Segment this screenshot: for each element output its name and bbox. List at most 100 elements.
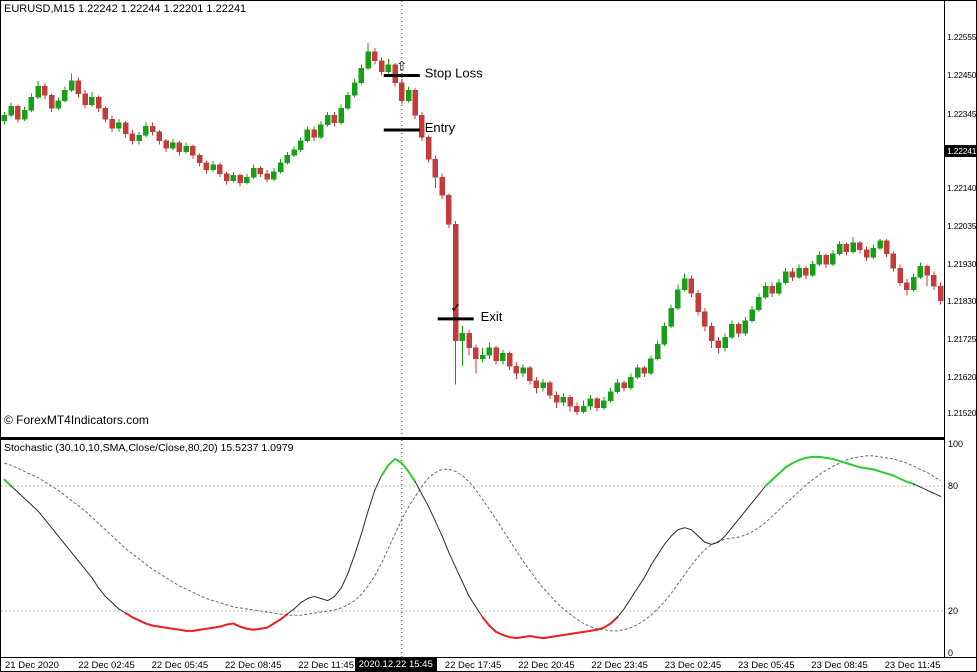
price-axis[interactable]: 1.22241 1.22555 1.22450 1.22345 1.22140 1.22… — [944, 1, 977, 658]
candle-body — [55, 100, 62, 109]
candle-body — [42, 86, 48, 96]
crosshair-time-badge: 2020.12.22 15:45 — [354, 658, 437, 671]
stochastic-main-line — [650, 554, 659, 566]
price-axis-label: 1.22345 — [947, 108, 977, 119]
candle-body — [405, 89, 412, 102]
stochastic-main-line — [677, 527, 686, 531]
candle-body — [796, 267, 802, 278]
stochastic-main-line — [98, 587, 106, 597]
stochastic-main-line — [831, 457, 841, 463]
stochastic-main-line — [104, 595, 113, 604]
stochastic-panel[interactable]: Stochastic (30,10,10,SMA,Close/Close,80,… — [1, 440, 944, 657]
stochastic-main-line — [637, 577, 645, 589]
panel-separator[interactable] — [1, 437, 976, 440]
candle-body — [116, 122, 122, 129]
stochastic-main-line — [684, 527, 692, 531]
stochastic-main-line — [711, 541, 719, 545]
candle-body — [560, 396, 567, 403]
candle-body — [156, 131, 163, 142]
stochastic-indicator-label: Stochastic (30,10,10,SMA,Close/Close,80,… — [4, 442, 294, 454]
stoch-axis-label: 0 — [948, 647, 954, 658]
stochastic-main-line — [495, 630, 504, 636]
candle-body — [540, 382, 546, 389]
stochastic-main-line — [555, 633, 565, 638]
stochastic-main-line — [191, 628, 201, 632]
candle-body — [904, 282, 910, 291]
candle-body — [217, 164, 223, 174]
stochastic-main-line — [933, 492, 942, 497]
candle-body — [863, 249, 870, 258]
stochastic-main-line — [724, 527, 733, 537]
candle-body — [654, 344, 661, 360]
stochastic-main-line — [575, 630, 585, 634]
candle-body — [304, 129, 311, 142]
candle-body — [230, 175, 237, 182]
candle-body — [553, 394, 560, 403]
candle-body — [176, 142, 183, 153]
candle-body — [479, 355, 486, 360]
time-axis-label: 23 Dec 11:45 — [884, 660, 941, 671]
up-arrow-icon[interactable]: ⇧ — [396, 58, 407, 73]
entry-label[interactable]: Entry — [425, 120, 456, 135]
candle-body — [870, 247, 877, 258]
candle-body — [149, 126, 156, 133]
stochastic-main-line — [266, 622, 275, 629]
stochastic-main-line — [804, 455, 814, 459]
stochastic-main-line — [744, 502, 753, 512]
candle-body — [735, 324, 742, 334]
stochastic-main-line — [905, 480, 915, 485]
candle-body — [513, 365, 520, 374]
stochastic-main-line — [522, 635, 531, 639]
stochastic-main-line — [798, 456, 807, 461]
stochastic-main-line — [764, 478, 774, 488]
exit-label[interactable]: Exit — [481, 309, 503, 324]
time-axis[interactable]: 2020.12.22 15:45 21 Dec 2020 22 Dec 02:45… — [1, 658, 976, 671]
stochastic-main-line — [892, 474, 902, 480]
stochastic-main-line — [3, 478, 13, 488]
stochastic-chart[interactable] — [1, 440, 944, 657]
stochastic-main-line — [441, 535, 450, 554]
candle-body — [372, 51, 378, 62]
stochastic-main-line — [360, 510, 369, 535]
candle-body — [62, 89, 68, 102]
candle-body — [210, 164, 216, 171]
candle-body — [776, 282, 782, 294]
current-price-badge: 1.22241 — [945, 145, 977, 158]
main-price-chart[interactable]: ⇧ ✓ Stop Loss Entry Exit — [1, 1, 944, 437]
check-icon[interactable]: ✓ — [450, 300, 461, 315]
stochastic-main-line — [394, 457, 403, 465]
candle-body — [129, 133, 136, 142]
stop-loss-label[interactable]: Stop Loss — [425, 65, 483, 80]
candle-body — [257, 167, 264, 174]
stochastic-main-line — [758, 485, 767, 495]
time-axis-label: 23 Dec 08:45 — [811, 660, 868, 671]
candle-body — [324, 115, 331, 125]
candle-body — [237, 175, 243, 183]
stochastic-main-line — [333, 587, 342, 597]
candle-body — [271, 171, 277, 180]
stochastic-main-line — [286, 608, 295, 615]
stochastic-main-line — [51, 527, 59, 537]
candle-body — [244, 176, 250, 183]
main-chart-panel[interactable]: ⇧ ✓ Stop Loss Entry Exit EURUSD,M15 1.22… — [1, 1, 944, 437]
candle-body — [890, 253, 897, 269]
candle-body — [668, 307, 674, 327]
stochastic-main-line — [697, 535, 706, 543]
candle-body — [729, 324, 735, 338]
candle-body — [708, 325, 715, 341]
price-axis-label: 1.22555 — [947, 32, 977, 43]
price-axis-label: 1.22035 — [947, 221, 977, 232]
stochastic-main-line — [428, 506, 436, 522]
candle-body — [412, 89, 418, 116]
candle-body — [675, 289, 681, 309]
stochastic-main-line — [771, 472, 780, 481]
time-axis-label: 21 Dec 2020 — [5, 660, 59, 671]
candle-body — [843, 244, 850, 252]
stochastic-main-line — [825, 456, 834, 460]
candle-body — [163, 140, 169, 149]
stochastic-main-line — [461, 581, 470, 597]
candle-body — [756, 296, 762, 311]
candle-body — [143, 126, 149, 136]
stochastic-main-line — [582, 629, 592, 633]
